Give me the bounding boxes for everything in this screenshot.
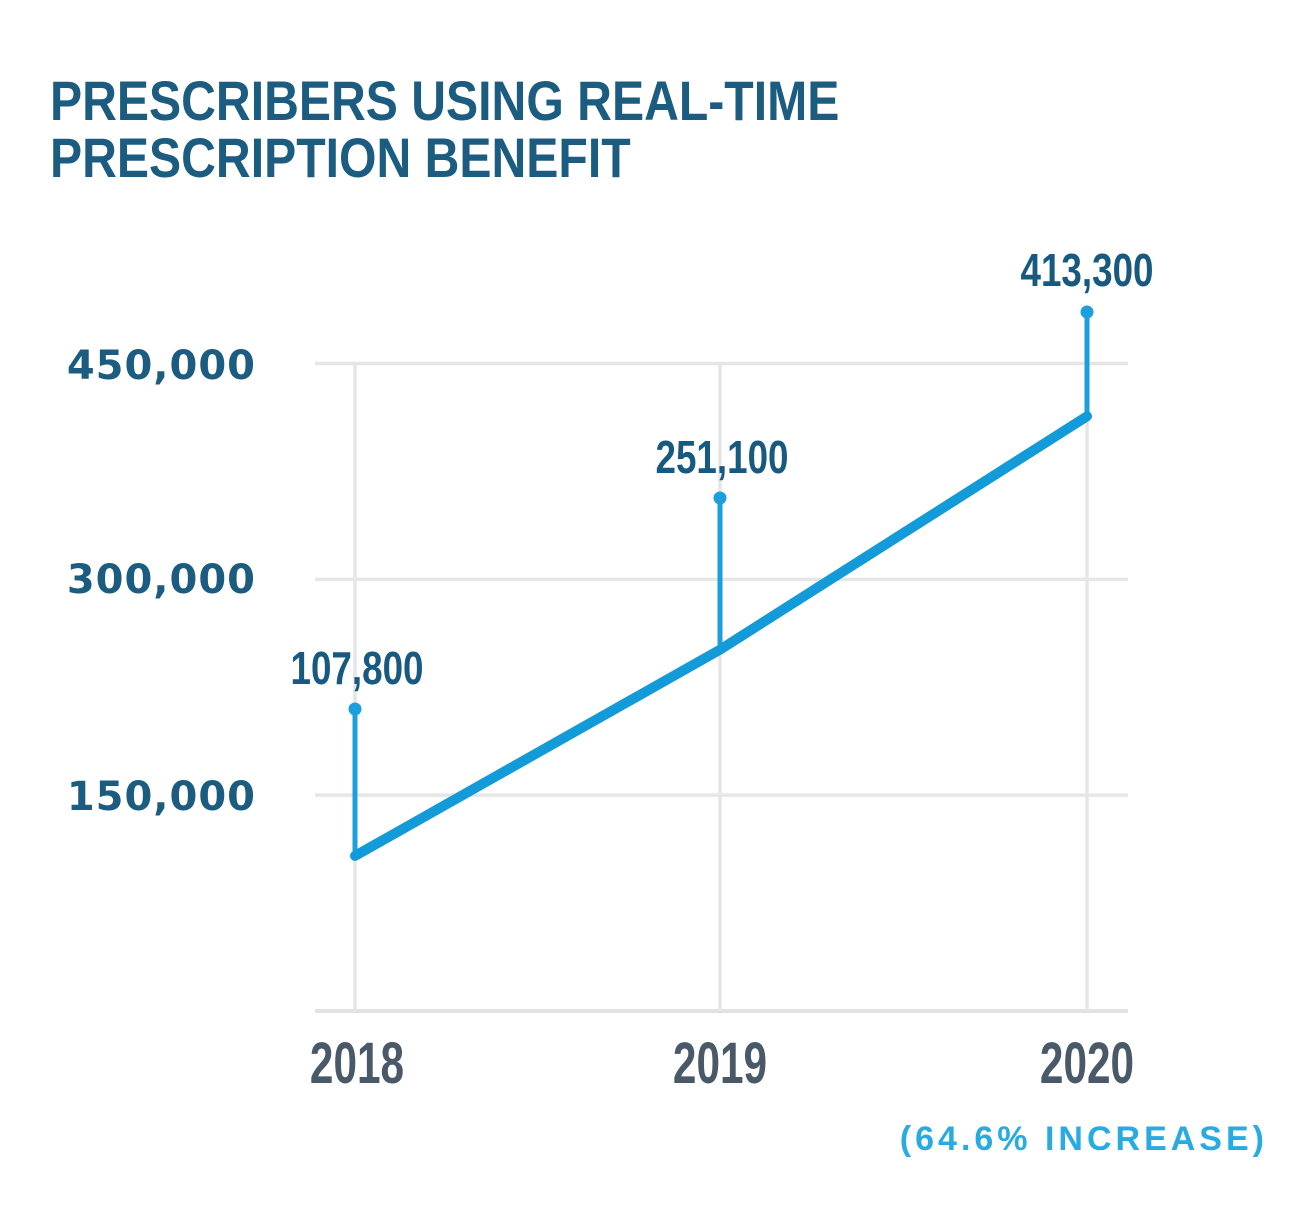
chart-title-line2: PRESCRIPTION BENEFIT (50, 126, 631, 189)
y-tick-450000: 450,000 (66, 343, 256, 389)
data-line (350, 411, 1092, 861)
x-tick-2018: 2018 (309, 1031, 405, 1096)
callout-dot (348, 702, 362, 716)
callout-dot (1080, 305, 1094, 319)
point-label-2018: 107,800 (290, 642, 424, 694)
chart-title-line1: PRESCRIBERS USING REAL-TIME (50, 69, 840, 132)
x-tick-2019: 2019 (672, 1031, 768, 1096)
y-tick-300000: 300,000 (66, 557, 256, 603)
x-tick-2020: 2020 (1039, 1031, 1135, 1096)
point-label-2019: 251,100 (655, 431, 789, 483)
callout-dot (713, 491, 727, 505)
increase-annotation: (64.6% INCREASE) (899, 1120, 1268, 1158)
chart-title: PRESCRIBERS USING REAL-TIME PRESCRIPTION… (50, 72, 839, 186)
y-tick-150000: 150,000 (66, 774, 256, 820)
point-label-2020: 413,300 (1020, 244, 1154, 296)
